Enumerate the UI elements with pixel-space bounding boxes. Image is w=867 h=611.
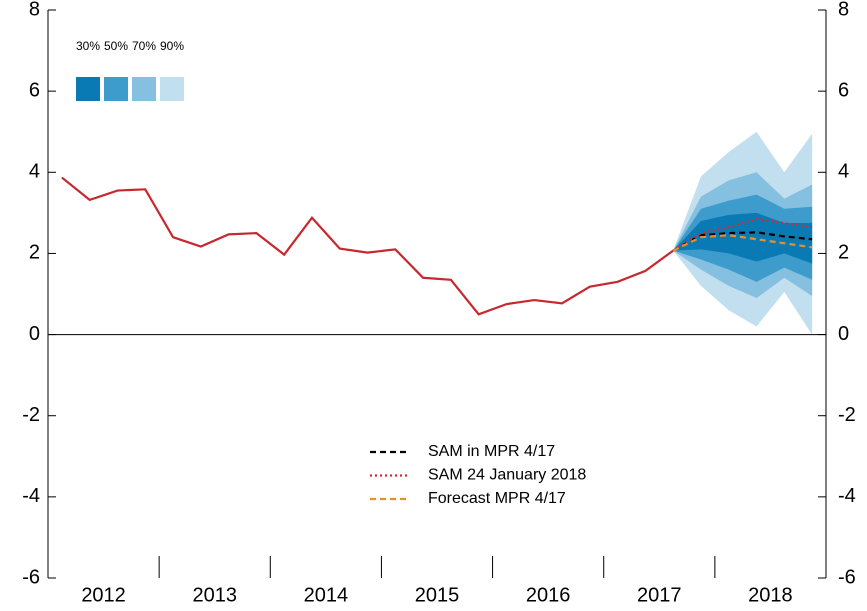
y2-tick-label: -4: [838, 485, 856, 507]
legend-label: SAM in MPR 4/17: [428, 443, 555, 460]
y-tick-label: 4: [29, 161, 40, 183]
y2-tick-label: 6: [838, 79, 849, 101]
x-tick-label: 2014: [304, 584, 349, 606]
x-tick-label: 2013: [192, 584, 237, 606]
y-tick-label: 0: [29, 323, 40, 345]
x-tick-label: 2017: [637, 584, 682, 606]
x-tick-label: 2018: [748, 584, 793, 606]
y-tick-label: 6: [29, 79, 40, 101]
fan-legend-label: 30%: [76, 39, 100, 53]
fan-legend-swatch: [132, 77, 156, 101]
x-tick-label: 2016: [526, 584, 571, 606]
y-tick-label: -6: [22, 566, 40, 588]
line: [61, 176, 674, 316]
legend-label: Forecast MPR 4/17: [428, 490, 566, 507]
y2-tick-label: 2: [838, 242, 849, 264]
x-tick-label: 2012: [81, 584, 126, 606]
y2-tick-label: 4: [838, 161, 849, 183]
legend-label: SAM 24 January 2018: [428, 467, 586, 484]
fan-legend-label: 90%: [160, 39, 184, 53]
y-tick-label: -2: [22, 404, 40, 426]
fan-legend-label: 70%: [132, 39, 156, 53]
y-tick-label: -4: [22, 485, 40, 507]
y2-tick-label: 0: [838, 323, 849, 345]
y2-tick-label: -2: [838, 404, 856, 426]
y-tick-label: 8: [29, 0, 40, 20]
fan-legend-swatch: [160, 77, 184, 101]
y2-tick-label: -6: [838, 566, 856, 588]
line: [672, 217, 813, 252]
line: [672, 231, 813, 252]
fan-legend-swatch: [104, 77, 128, 101]
fan-legend-swatch: [76, 77, 100, 101]
x-tick-label: 2015: [415, 584, 460, 606]
fan-legend-label: 50%: [104, 39, 128, 53]
line: [672, 234, 813, 252]
y2-tick-label: 8: [838, 0, 849, 20]
y-tick-label: 2: [29, 242, 40, 264]
